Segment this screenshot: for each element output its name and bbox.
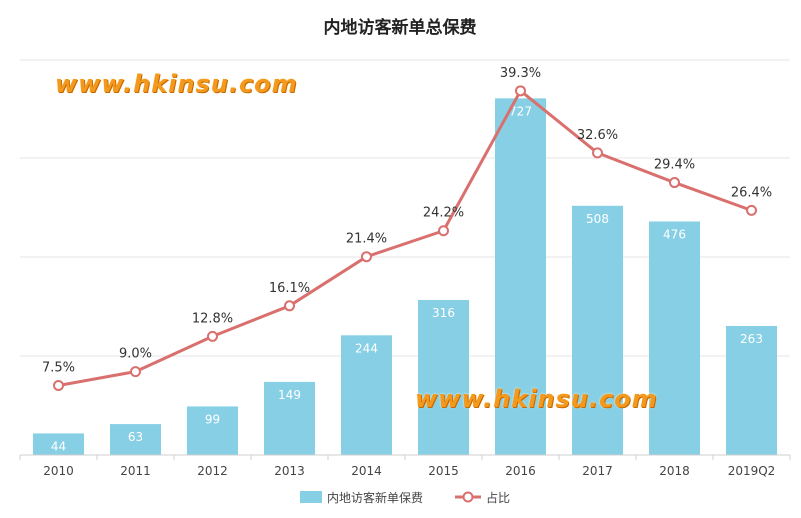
bar xyxy=(110,424,161,455)
line-value-label: 29.4% xyxy=(654,158,695,173)
line-series xyxy=(53,85,757,391)
line-value-labels: 7.5% 9.0% 12.8% 16.1% 21.4% 24.2% 39.3% 32.6% 29… xyxy=(42,66,772,376)
bar-value-label: 44 xyxy=(51,439,66,453)
legend-label-bars: 内地访客新单保费 xyxy=(327,490,423,505)
x-tick-label: 2019Q2 xyxy=(728,464,776,478)
line-value-label: 12.8% xyxy=(192,311,233,326)
bar-value-label: 727 xyxy=(509,104,532,118)
legend-label-line: 占比 xyxy=(486,490,510,505)
line-path xyxy=(58,89,753,387)
bar-series xyxy=(33,98,777,456)
bar xyxy=(495,98,546,456)
x-axis: 2010 2011 2012 2013 2014 2015 2016 2017 2018 2019… xyxy=(19,454,791,478)
line-point xyxy=(284,300,295,312)
legend: 内地访客新单保费 占比 xyxy=(300,490,510,505)
legend-swatch-line-marker xyxy=(462,491,474,503)
x-tick-label: 2016 xyxy=(505,464,536,478)
line-value-label: 24.2% xyxy=(423,206,464,221)
x-tick-label: 2010 xyxy=(43,464,74,478)
line-point xyxy=(592,147,603,159)
line-point xyxy=(438,225,449,237)
line-value-label: 7.5% xyxy=(42,361,75,376)
line-value-label: 16.1% xyxy=(269,281,310,296)
watermark-top: www.hkinsu.com xyxy=(55,70,298,98)
x-tick-label: 2011 xyxy=(120,464,151,478)
x-tick-label: 2012 xyxy=(197,464,228,478)
line-point xyxy=(746,204,757,216)
line-value-label: 39.3% xyxy=(500,66,541,81)
x-tick-label: 2017 xyxy=(582,464,613,478)
x-tick-label: 2018 xyxy=(659,464,690,478)
line-point xyxy=(361,251,372,263)
legend-swatch-bars xyxy=(300,491,322,503)
line-value-label: 32.6% xyxy=(577,128,618,143)
line-point xyxy=(669,177,680,189)
bar-value-label: 508 xyxy=(586,212,609,226)
bar-value-label: 316 xyxy=(432,306,455,320)
line-point xyxy=(53,380,64,391)
bar-value-label: 149 xyxy=(278,388,301,402)
bar-value-label: 244 xyxy=(355,341,378,355)
x-tick-label: 2014 xyxy=(351,464,382,478)
bar-value-label: 263 xyxy=(740,332,763,346)
bar-value-label: 476 xyxy=(663,227,686,241)
x-tick-label: 2015 xyxy=(428,464,459,478)
bar xyxy=(572,205,623,455)
bar xyxy=(726,325,777,455)
bar xyxy=(33,433,84,455)
line-value-label: 26.4% xyxy=(731,185,772,200)
line-point xyxy=(207,330,218,342)
line-value-label: 21.4% xyxy=(346,232,387,247)
bar xyxy=(264,381,315,455)
line-point xyxy=(515,85,526,97)
chart-title: 内地访客新单总保费 xyxy=(324,17,477,38)
watermark-bottom: www.hkinsu.com xyxy=(415,385,658,413)
bar-value-labels: 44 63 99 149 244 316 727 508 476 263 xyxy=(51,104,763,453)
bar xyxy=(649,221,700,455)
bar-value-label: 63 xyxy=(128,430,143,444)
bar xyxy=(341,335,392,455)
bar xyxy=(187,406,238,455)
bar-value-label: 99 xyxy=(205,412,220,426)
line-value-label: 9.0% xyxy=(119,347,152,362)
bar xyxy=(418,299,469,455)
x-tick-label: 2013 xyxy=(274,464,305,478)
line-point xyxy=(130,366,141,378)
